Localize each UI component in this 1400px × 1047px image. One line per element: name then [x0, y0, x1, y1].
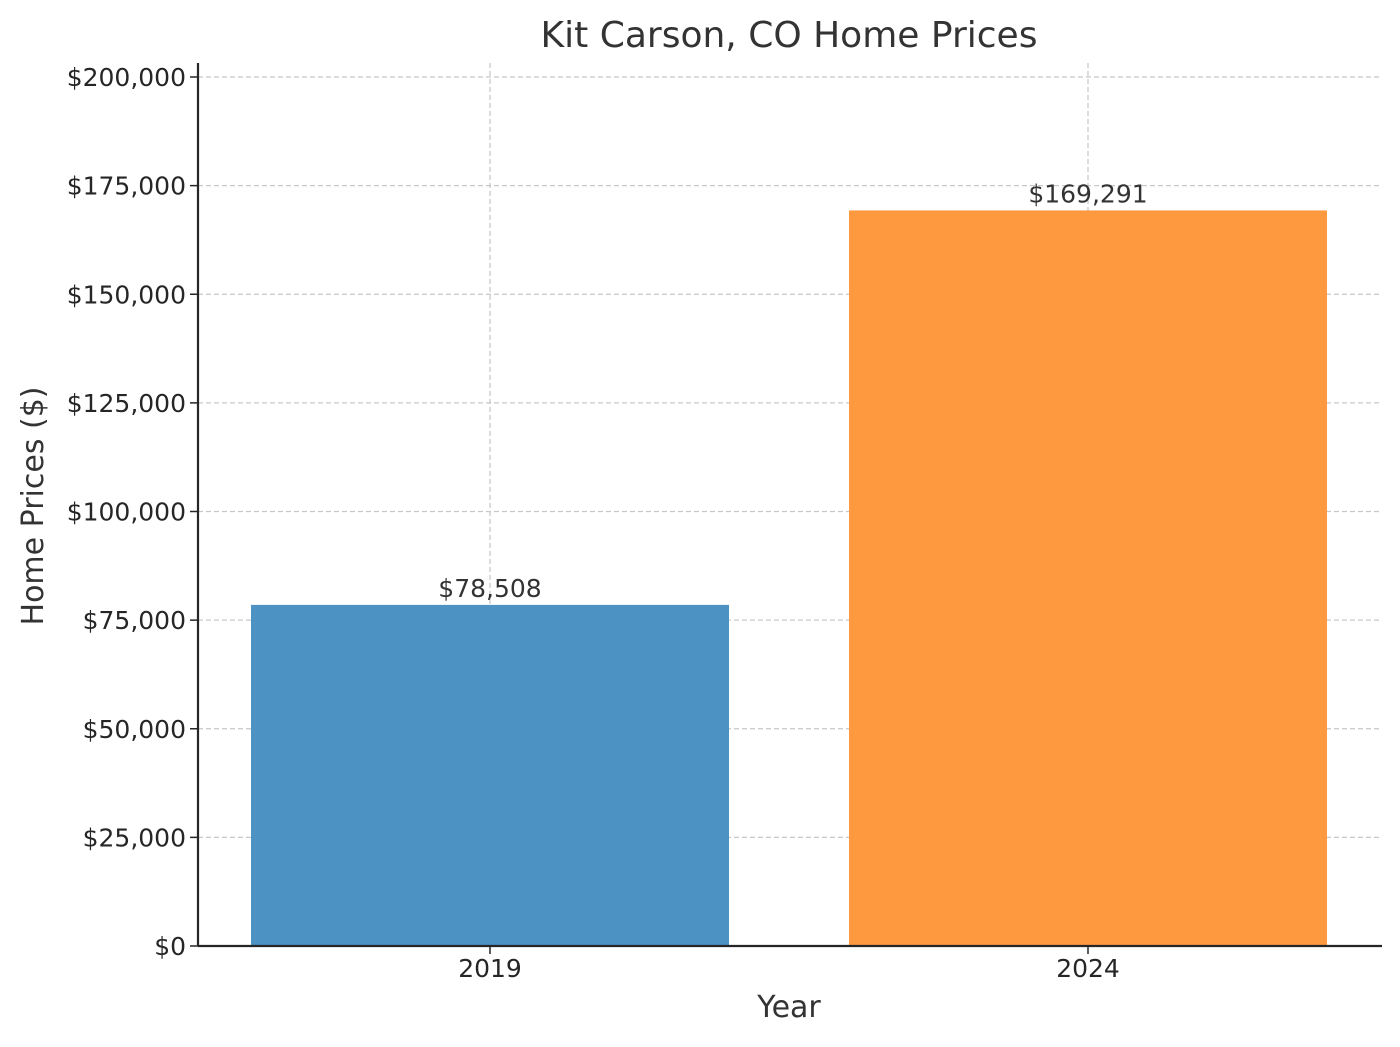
chart-title: Kit Carson, CO Home Prices [541, 15, 1038, 56]
bar-layer: $78,508 $169,291 [251, 179, 1327, 946]
y-tick-label: $50,000 [83, 715, 186, 744]
y-tick-label: $100,000 [67, 498, 186, 527]
bar-2019 [251, 604, 729, 946]
x-axis-label: Year [756, 990, 821, 1025]
x-tick-label: 2024 [1056, 954, 1120, 983]
axis-layer: $0 $25,000 $50,000 $75,000 $100,000 $125,000 $… [67, 63, 1382, 983]
y-tick-label: $175,000 [67, 172, 186, 201]
bar-value-label: $78,508 [438, 574, 541, 603]
y-tick-label: $200,000 [67, 63, 186, 92]
y-tick-label: $150,000 [67, 280, 186, 309]
y-tick-label: $0 [154, 932, 186, 961]
y-tick-label: $75,000 [83, 606, 186, 635]
bar-2024 [849, 210, 1327, 946]
y-axis-label: Home Prices ($) [16, 387, 51, 626]
x-tick-label: 2019 [458, 954, 522, 983]
bar-value-label: $169,291 [1028, 179, 1147, 208]
label-layer: Kit Carson, CO Home Prices Year Home Pri… [16, 15, 1037, 1025]
y-tick-label: $25,000 [83, 823, 186, 852]
y-tick-label: $125,000 [67, 389, 186, 418]
